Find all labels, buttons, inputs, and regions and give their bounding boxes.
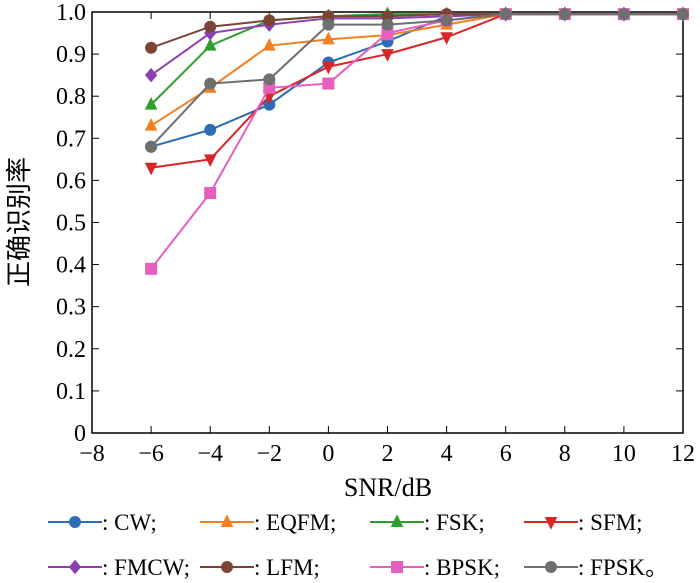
y-tick-label: 0.6 (56, 168, 86, 194)
data-point (322, 77, 335, 90)
x-tick-label: 4 (441, 441, 453, 467)
legend: : CW; : EQFM; : FSK; : SFM; : FMCW; : LFM; : B… (48, 510, 668, 580)
x-tick-label: −6 (138, 441, 164, 467)
legend-marker (221, 561, 233, 573)
y-tick-label: 0.5 (56, 211, 86, 237)
data-point (263, 73, 276, 86)
legend-marker (68, 559, 82, 575)
x-tick-label: 8 (559, 441, 571, 467)
data-point (204, 77, 217, 90)
series-line (150, 13, 683, 270)
data-point (381, 18, 394, 31)
legend-label: : FSK; (424, 510, 485, 535)
data-point (144, 97, 158, 110)
y-tick-label: 0.2 (56, 337, 86, 363)
data-point (145, 262, 158, 275)
data-point (204, 20, 217, 33)
y-tick-label: 0.7 (56, 126, 86, 152)
y-tick-label: 0.3 (56, 295, 86, 321)
legend-item: : EQFM; (200, 510, 336, 535)
legend-item: : CW; (48, 510, 157, 535)
data-point (440, 14, 453, 27)
data-point (499, 8, 512, 21)
x-tick-label: −4 (197, 441, 223, 467)
legend-marker (390, 514, 404, 527)
x-tick-label: 10 (612, 441, 636, 467)
legend-item: : LFM; (200, 555, 320, 580)
data-point (145, 140, 158, 153)
data-point (677, 8, 689, 21)
data-point (204, 187, 217, 200)
legend-label: : FMCW; (102, 555, 190, 580)
data-point (262, 38, 276, 51)
legend-label: : BPSK; (424, 555, 500, 580)
legend-label: : SFM; (578, 510, 643, 535)
x-axis-label: SNR/dB (344, 473, 432, 502)
y-tick-label: 0.9 (56, 42, 86, 68)
y-tick-label: 0.8 (56, 84, 86, 110)
data-point (204, 123, 217, 136)
y-tick-label: 1.0 (56, 0, 86, 26)
series-line (150, 13, 683, 148)
legend-label: : CW; (102, 510, 157, 535)
y-tick-label: 0.4 (56, 253, 86, 279)
legend-label: : LFM; (254, 555, 320, 580)
legend-marker (545, 561, 557, 573)
x-tick-label: 0 (322, 441, 334, 467)
series-4 (144, 6, 690, 83)
data-point (145, 41, 158, 54)
data-point (322, 61, 335, 75)
axes: −8 −6 −4 −2 0 2 4 6 8 10 12 0 0.1 0.2 0.3 0.4 0.5 0.6 0.7 0… (56, 0, 695, 467)
legend-item: : FMCW; (48, 555, 190, 580)
data-point (381, 49, 394, 62)
series-3 (144, 9, 690, 176)
data-point (322, 31, 335, 45)
x-tick-label: 2 (382, 441, 394, 467)
x-tick-label: 6 (500, 441, 512, 467)
y-tick-label: 0 (74, 421, 86, 447)
data-point (144, 162, 158, 176)
data-point (558, 8, 571, 21)
legend-item: : SFM; (524, 510, 643, 535)
series-7 (145, 8, 689, 153)
legend-item: : FSK; (370, 510, 485, 535)
y-axis-label: 正确识别率 (5, 157, 35, 287)
data-point (263, 14, 276, 27)
data-point (144, 67, 158, 83)
legend-item: : BPSK; (370, 555, 500, 580)
legend-marker (391, 561, 403, 573)
legend-label: : EQFM; (254, 510, 336, 535)
data-point (440, 32, 453, 45)
data-point (203, 38, 217, 51)
legend-label: : FPSK。 (578, 555, 668, 580)
y-tick-label: 0.1 (56, 379, 86, 405)
series-group (144, 6, 690, 275)
legend-item: : FPSK。 (524, 555, 668, 580)
legend-marker (69, 516, 81, 528)
x-tick-label: −2 (257, 441, 283, 467)
x-tick-label: −8 (79, 441, 105, 467)
series-line (150, 13, 683, 148)
legend-marker (220, 514, 234, 527)
data-point (203, 154, 217, 167)
x-tick-label: 12 (671, 441, 695, 467)
data-point (617, 8, 630, 21)
data-point (322, 18, 335, 31)
data-point (144, 118, 158, 131)
legend-marker (544, 517, 558, 530)
